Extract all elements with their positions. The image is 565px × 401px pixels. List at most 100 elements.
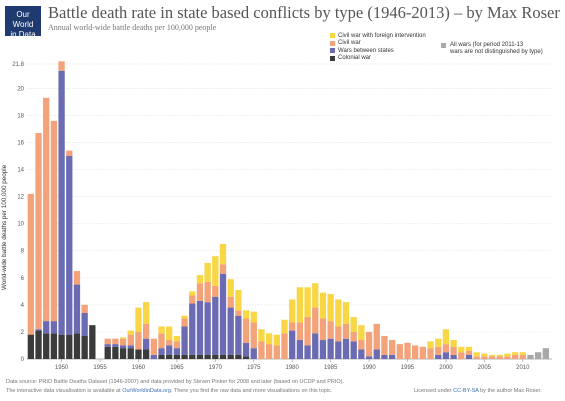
bar-segment[interactable] (381, 354, 388, 359)
bar-segment[interactable] (296, 287, 304, 323)
bar-segment[interactable] (189, 303, 196, 355)
bar-segment[interactable] (450, 354, 457, 359)
bar-segment[interactable] (158, 333, 165, 349)
bar-segment[interactable] (273, 345, 280, 359)
bar-segment[interactable] (442, 329, 450, 345)
bar-segment[interactable] (127, 330, 134, 335)
bar-segment[interactable] (335, 326, 342, 342)
bar-segment[interactable] (66, 150, 73, 157)
bar-segment[interactable] (442, 352, 450, 359)
bar-segment[interactable] (104, 338, 111, 345)
bar-segment[interactable] (158, 348, 165, 355)
bar-segment[interactable] (450, 346, 457, 355)
bar-segment[interactable] (235, 310, 242, 316)
bar-segment[interactable] (189, 291, 196, 296)
bar-segment[interactable] (219, 354, 227, 359)
bar-segment[interactable] (104, 344, 111, 347)
bar-segment[interactable] (73, 333, 81, 359)
bar-segment[interactable] (166, 345, 173, 355)
bar-segment[interactable] (50, 120, 58, 322)
bar-segment[interactable] (142, 323, 150, 339)
bar-segment[interactable] (335, 299, 342, 327)
bar-segment[interactable] (227, 354, 234, 359)
bar-segment[interactable] (112, 344, 119, 347)
bar-segment[interactable] (204, 262, 211, 282)
bar-segment[interactable] (488, 354, 496, 357)
bar-segment[interactable] (511, 352, 519, 355)
bar-segment[interactable] (235, 315, 242, 355)
bar-segment[interactable] (242, 310, 250, 319)
bar-segment[interactable] (119, 348, 127, 359)
legend-item-between-states[interactable]: Wars between states (330, 47, 426, 55)
bar-segment[interactable] (481, 353, 488, 357)
bar-segment[interactable] (173, 348, 181, 355)
bar-segment[interactable] (373, 323, 380, 350)
bar-segment[interactable] (319, 340, 327, 359)
bar-segment[interactable] (350, 331, 357, 342)
bar-segment[interactable] (427, 348, 434, 359)
bar-segment[interactable] (50, 321, 58, 334)
bar-segment[interactable] (289, 330, 296, 359)
bar-segment[interactable] (358, 340, 365, 350)
bar-segment[interactable] (312, 283, 319, 308)
bar-segment[interactable] (258, 329, 265, 342)
bar-segment[interactable] (43, 97, 50, 322)
legend-item-all-wars[interactable]: All wars (for period 2011-13 wars are no… (441, 42, 543, 56)
bar-segment[interactable] (281, 333, 288, 359)
bar-segment[interactable] (504, 353, 511, 357)
bar-segment[interactable] (66, 334, 73, 359)
bar-segment[interactable] (535, 352, 542, 359)
bar-segment[interactable] (496, 354, 503, 357)
bar-segment[interactable] (365, 356, 373, 359)
bar-segment[interactable] (212, 256, 219, 286)
bar-segment[interactable] (166, 340, 173, 346)
bar-segment[interactable] (104, 346, 111, 359)
bar-segment[interactable] (212, 285, 219, 297)
bar-segment[interactable] (304, 345, 311, 359)
bar-segment[interactable] (135, 307, 142, 332)
bar-segment[interactable] (350, 317, 357, 332)
bar-segment[interactable] (527, 354, 534, 359)
bar-segment[interactable] (150, 354, 157, 359)
bar-segment[interactable] (327, 294, 334, 322)
bar-segment[interactable] (166, 354, 173, 359)
bar-segment[interactable] (465, 350, 473, 355)
bar-segment[interactable] (419, 346, 427, 359)
bar-segment[interactable] (481, 356, 488, 359)
bar-segment[interactable] (81, 335, 88, 359)
bar-segment[interactable] (158, 326, 165, 334)
bar-segment[interactable] (304, 287, 311, 318)
bar-segment[interactable] (112, 346, 119, 359)
bar-segment[interactable] (204, 281, 211, 303)
bar-segment[interactable] (273, 334, 280, 346)
bar-segment[interactable] (27, 193, 34, 335)
bar-segment[interactable] (142, 302, 150, 324)
bar-segment[interactable] (235, 289, 242, 311)
bar-segment[interactable] (181, 318, 188, 327)
bar-segment[interactable] (127, 345, 134, 349)
bar-segment[interactable] (135, 349, 142, 359)
bar-segment[interactable] (27, 334, 34, 359)
bar-segment[interactable] (250, 322, 257, 349)
bar-segment[interactable] (289, 322, 296, 331)
bar-segment[interactable] (189, 354, 196, 359)
bar-segment[interactable] (504, 356, 511, 359)
bar-segment[interactable] (289, 299, 296, 323)
bar-segment[interactable] (142, 349, 150, 359)
bar-segment[interactable] (265, 344, 273, 359)
bar-segment[interactable] (196, 354, 204, 359)
bar-segment[interactable] (66, 156, 73, 335)
bar-segment[interactable] (242, 356, 250, 359)
bar-segment[interactable] (196, 283, 204, 301)
bar-segment[interactable] (281, 319, 288, 334)
bar-segment[interactable] (319, 292, 327, 319)
bar-segment[interactable] (488, 356, 496, 359)
bar-segment[interactable] (58, 334, 65, 359)
bar-segment[interactable] (412, 345, 419, 359)
bar-segment[interactable] (265, 333, 273, 345)
bar-segment[interactable] (119, 338, 127, 346)
bar-segment[interactable] (542, 348, 550, 359)
bar-segment[interactable] (212, 296, 219, 355)
bar-segment[interactable] (81, 312, 88, 336)
bar-segment[interactable] (342, 302, 350, 324)
